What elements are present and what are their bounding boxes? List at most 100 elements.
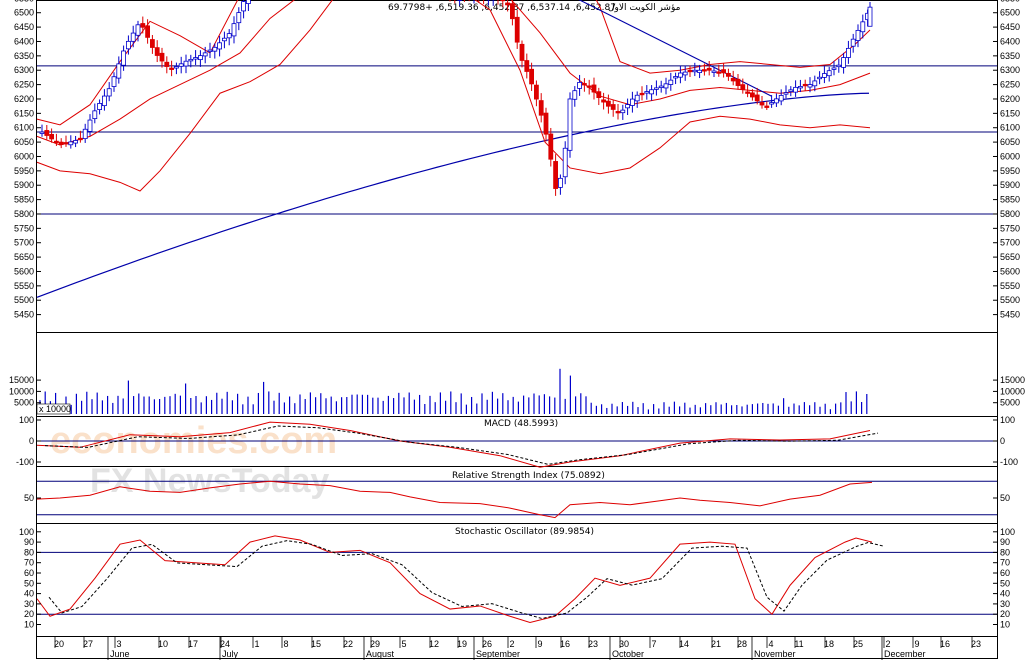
date-label: 1 [254, 639, 259, 649]
date-label: 18 [824, 639, 834, 649]
volume-tick-label-right: 5000 [1000, 398, 1020, 408]
candle-body [63, 142, 69, 145]
candle-body [226, 33, 232, 39]
candle-body-last [867, 6, 873, 27]
candle-body [826, 70, 832, 77]
candle-body [44, 130, 50, 136]
stochastic-tick-label-right: 70 [1000, 558, 1010, 568]
stochastic-tick-label-left: 40 [24, 589, 34, 599]
volume-tick-label-right: 10000 [1000, 386, 1025, 396]
month-label: December [884, 649, 926, 659]
candle-body [778, 95, 784, 102]
candle-body [212, 46, 218, 52]
candle-body [577, 82, 582, 89]
stochastic-tick-label-left: 60 [24, 568, 34, 578]
candle-body [620, 109, 626, 114]
macd-tick-label-left: -100 [16, 457, 34, 467]
price-tick-label-right: 6250 [1000, 80, 1020, 90]
candle-body [639, 92, 645, 96]
stochastic-d-line [48, 540, 885, 620]
candle-body [183, 60, 189, 67]
stochastic-tick-label-right: 100 [1000, 527, 1015, 537]
candle-body [726, 72, 731, 77]
candle-body [106, 88, 112, 97]
date-label: 8 [283, 639, 288, 649]
price-tick-label-right: 5950 [1000, 166, 1020, 176]
price-tick-label-right: 5650 [1000, 252, 1020, 262]
candle-body [49, 133, 54, 140]
price-tick-label-right: 5700 [1000, 238, 1020, 248]
candle-body [668, 79, 674, 85]
candle-body [178, 63, 184, 67]
candle-body [87, 119, 93, 132]
candle-body [625, 104, 630, 109]
candle-body [817, 76, 822, 80]
candle-body [702, 69, 707, 72]
date-label: 17 [188, 639, 198, 649]
upper-band [36, 0, 871, 126]
price-tick-label-right: 5450 [1000, 310, 1020, 320]
candle-body [154, 47, 160, 56]
candle-body [812, 80, 818, 87]
moving-average [36, 92, 870, 298]
candle-body [538, 100, 544, 116]
price-tick-label-left: 5900 [14, 180, 34, 190]
stochastic-tick-label-right: 60 [1000, 568, 1010, 578]
candle-body [558, 177, 563, 188]
candle-body [678, 72, 683, 78]
middle-band [36, 0, 871, 146]
bollinger-bands [36, 0, 871, 192]
header-title: مؤشر الكويت الاول [608, 3, 681, 13]
candle-body [610, 104, 616, 110]
candle-body [245, 0, 251, 4]
candle-body [548, 133, 554, 160]
candle-body [735, 78, 741, 86]
volume-tick-label-right: 15000 [1000, 375, 1025, 385]
candle-body [769, 102, 774, 105]
candle-body [663, 83, 669, 89]
candle-body [193, 57, 199, 60]
candle-body [202, 52, 208, 57]
date-label: 23 [971, 639, 981, 649]
candle-body [97, 103, 102, 110]
candle-body [197, 55, 203, 61]
candle-body [54, 140, 59, 144]
date-label: 30 [619, 639, 629, 649]
watermark: economies.com FX NewsToday [50, 420, 337, 500]
candle-body [649, 89, 654, 95]
date-label: 24 [220, 639, 230, 649]
date-label: 28 [737, 639, 747, 649]
macd-lines [36, 421, 997, 468]
stochastic-label: Stochastic Oscillator (89.9854) [455, 527, 594, 537]
price-tick-label-right: 5750 [1000, 223, 1020, 233]
stochastic-tick-label-left: 70 [24, 558, 34, 568]
candle-body [58, 141, 64, 146]
candle-body [591, 84, 597, 93]
stochastic-tick-label-left: 30 [24, 599, 34, 609]
month-label: August [366, 649, 395, 659]
rsi-axis-ticks: 50 50 [24, 493, 1010, 503]
volume-bars [39, 368, 868, 414]
macd-tick-label-left: 0 [29, 436, 34, 446]
candle-body [687, 69, 693, 73]
macd-axis-ticks: -100 -100 0 0 100 100 [16, 415, 1018, 467]
candle-body [793, 86, 798, 93]
candle-body [644, 91, 650, 94]
price-tick-label-left: 6050 [14, 137, 34, 147]
candle-body [615, 111, 621, 114]
stochastic-tick-label-left: 100 [19, 527, 34, 537]
candle-body [841, 57, 846, 68]
macd-tick-label-left: 100 [19, 415, 34, 425]
macd-tick-label-right: 100 [1000, 415, 1015, 425]
date-label: 14 [679, 639, 689, 649]
candle-body [802, 83, 808, 87]
candle-body [750, 92, 755, 98]
price-tick-label-right: 6450 [1000, 22, 1020, 32]
candle-body [783, 92, 789, 95]
candle-body [711, 70, 717, 73]
price-tick-label-left: 5800 [14, 209, 34, 219]
candle-body [73, 140, 78, 144]
candle-body [798, 86, 803, 89]
stochastic-tick-label-left: 80 [24, 547, 34, 557]
